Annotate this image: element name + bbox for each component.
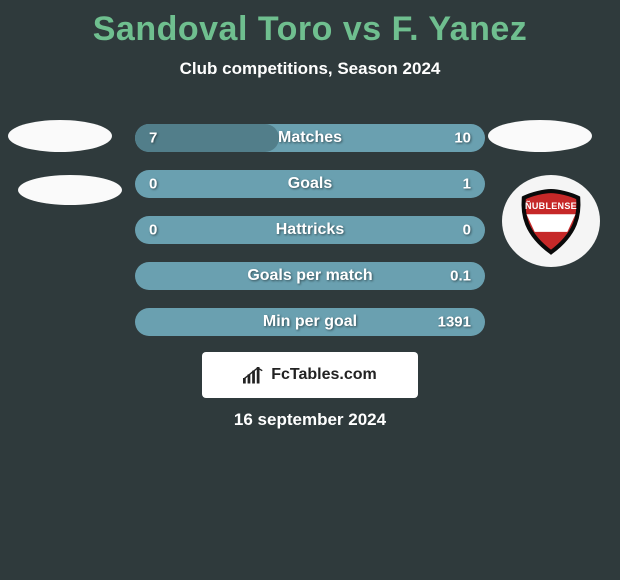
player2-avatar-placeholder xyxy=(488,120,592,152)
stat-left-value: 0 xyxy=(149,176,157,193)
stat-right-value: 0.1 xyxy=(450,268,471,285)
stat-bar: Goals per match 0.1 xyxy=(135,262,485,290)
source-badge: FcTables.com xyxy=(202,352,418,398)
club-badge-text: ÑUBLENSE xyxy=(517,201,585,211)
stat-right-value: 0 xyxy=(463,222,471,239)
shield-stripe xyxy=(527,214,576,232)
stat-bar: Min per goal 1391 xyxy=(135,308,485,336)
stat-label: Min per goal xyxy=(263,313,357,331)
stat-right-value: 1 xyxy=(463,176,471,193)
stat-label: Matches xyxy=(278,129,342,147)
stat-right-value: 10 xyxy=(454,130,471,147)
bar-chart-icon xyxy=(243,367,265,383)
date-text: 16 september 2024 xyxy=(0,410,620,430)
subtitle: Club competitions, Season 2024 xyxy=(0,59,620,79)
player1-avatar-placeholder xyxy=(8,120,112,152)
source-text: FcTables.com xyxy=(271,366,377,384)
stat-bar: 0 Goals 1 xyxy=(135,170,485,198)
stat-label: Goals per match xyxy=(247,267,372,285)
stat-left-value: 7 xyxy=(149,130,157,147)
stat-bar: 0 Hattricks 0 xyxy=(135,216,485,244)
player1-club-placeholder xyxy=(18,175,122,205)
club-shield-icon: ÑUBLENSE xyxy=(517,187,585,255)
stat-bar: 7 Matches 10 xyxy=(135,124,485,152)
stat-right-value: 1391 xyxy=(438,314,471,331)
comparison-infographic: Sandoval Toro vs F. Yanez Club competiti… xyxy=(0,0,620,580)
stat-label: Goals xyxy=(288,175,332,193)
comparison-bars: 7Matches100Goals10Hattricks0Goals per ma… xyxy=(135,124,485,354)
player2-club-badge: ÑUBLENSE xyxy=(502,175,600,267)
page-title: Sandoval Toro vs F. Yanez xyxy=(0,0,620,49)
stat-label: Hattricks xyxy=(276,221,344,239)
stat-left-value: 0 xyxy=(149,222,157,239)
